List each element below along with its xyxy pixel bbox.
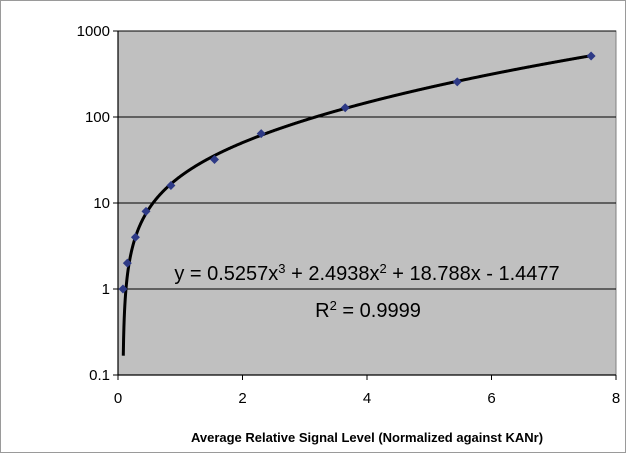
data-point: [118, 284, 128, 294]
y-tick-label: 100: [85, 109, 110, 126]
y-tick-label: 10: [93, 195, 110, 212]
data-point: [452, 77, 462, 87]
x-tick-label: 6: [487, 390, 495, 407]
x-axis-label: Average Relative Signal Level (Normalize…: [191, 430, 543, 445]
data-point: [256, 129, 266, 139]
gridlines: [118, 30, 616, 290]
data-point: [130, 232, 140, 242]
data-point: [586, 51, 596, 61]
y-tick-label: 0.1: [89, 367, 110, 384]
y-tick-label: 1000: [77, 23, 110, 40]
trendline: [121, 54, 592, 356]
x-tick-labels: 0 2 4 6 8: [114, 390, 620, 407]
y-tick-label: 1: [102, 281, 110, 298]
data-point: [340, 103, 350, 113]
y-tick-labels: 0.1 1 10 100 1000: [77, 23, 110, 384]
data-point: [141, 206, 151, 216]
axes: [113, 30, 617, 380]
x-tick-label: 8: [612, 390, 620, 407]
data-point: [209, 155, 219, 165]
trendline-equation: y = 0.5257x3 + 2.4938x2 + 18.788x - 1.44…: [174, 261, 559, 286]
data-point: [166, 180, 176, 190]
x-tick-label: 0: [114, 390, 122, 407]
data-point: [122, 258, 132, 268]
x-tick-label: 2: [238, 390, 246, 407]
r-squared-label: R2 = 0.9999: [315, 298, 421, 323]
data-points: [118, 51, 596, 294]
x-tick-label: 4: [363, 390, 371, 407]
